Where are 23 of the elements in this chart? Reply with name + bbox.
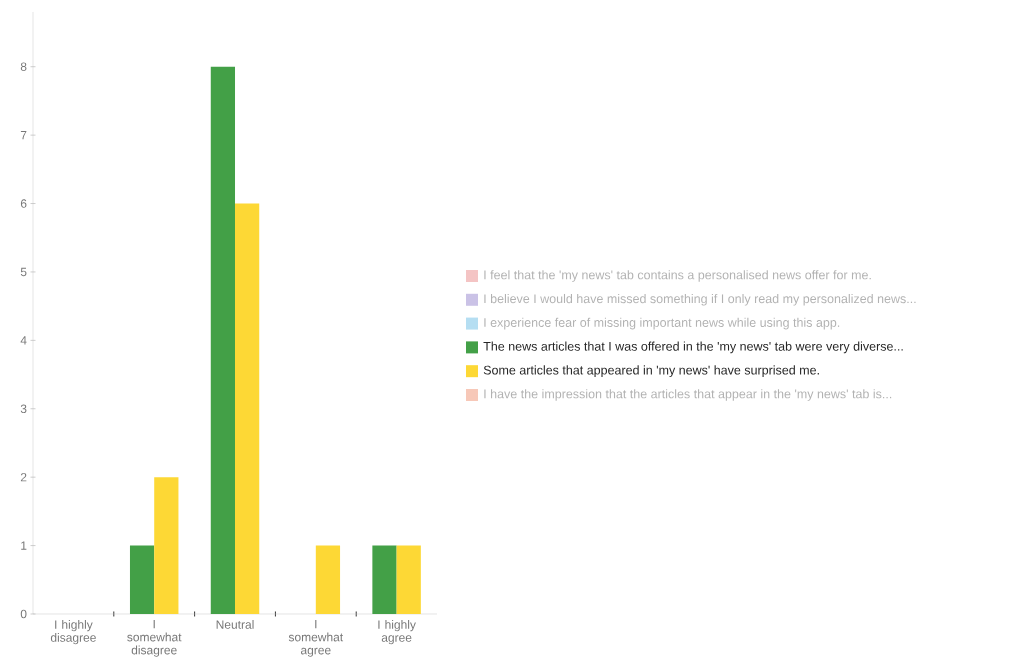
bar: [154, 477, 179, 614]
bar: [235, 203, 260, 614]
x-tick-label: I highly agree: [378, 620, 416, 645]
bar: [129, 545, 155, 614]
bar: [210, 66, 236, 614]
y-tick-label: 3: [20, 404, 27, 413]
legend-label: The news articles that I was offered in the 'my news' tab were very diverse...: [483, 341, 903, 354]
y-tick-label: 8: [20, 62, 27, 71]
x-tick-label: I somewhat agree: [288, 620, 344, 657]
y-tick-label: 4: [20, 336, 27, 345]
x-tick-label: I highly disagree: [50, 620, 96, 645]
bar: [315, 545, 341, 614]
y-tick-label: 6: [20, 199, 27, 208]
y-tick-label: 7: [20, 131, 27, 140]
y-tick-label: 0: [20, 609, 27, 619]
y-tick-label: 1: [21, 541, 27, 550]
y-tick-label: 2: [20, 472, 27, 482]
bar: [396, 545, 421, 614]
x-tick-label: I somewhat disagree: [127, 620, 182, 657]
y-tick-label: 5: [20, 267, 27, 277]
legend-label: Some articles that appeared in 'my news' have surprised me.: [483, 365, 819, 378]
x-tick-label: Neutral: [216, 620, 254, 629]
bar: [372, 545, 397, 614]
